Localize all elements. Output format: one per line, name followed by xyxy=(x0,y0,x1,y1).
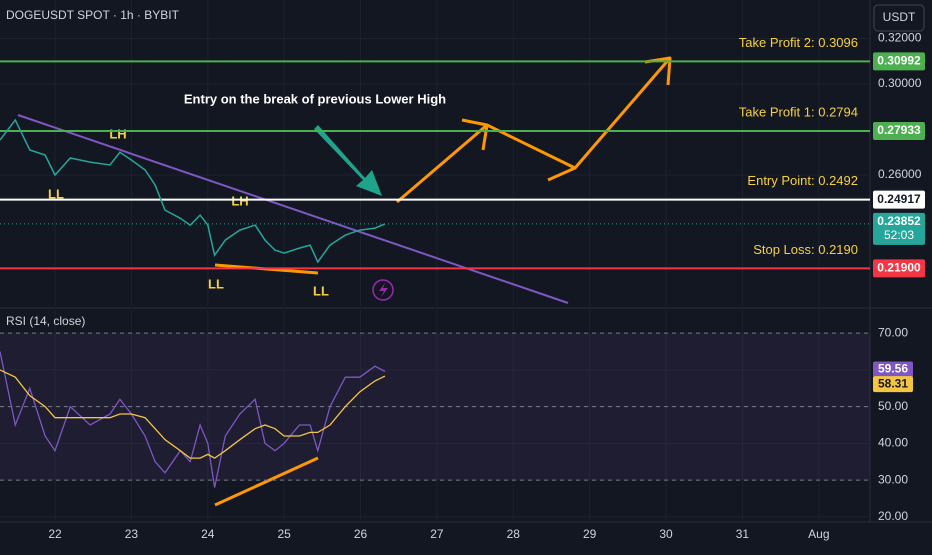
annotation: LL xyxy=(48,186,64,201)
y-tick-label: 50.00 xyxy=(878,399,908,413)
x-tick-label: 28 xyxy=(507,527,521,541)
level-text: Take Profit 1: 0.2794 xyxy=(739,104,858,119)
x-tick-label: 23 xyxy=(125,527,139,541)
level-text: Stop Loss: 0.2190 xyxy=(753,242,858,257)
trendline xyxy=(17,114,569,304)
annotation: LL xyxy=(208,276,224,291)
x-tick-label: 29 xyxy=(583,527,597,541)
last-label: 0.23852 xyxy=(877,214,921,228)
level-label: 0.24917 xyxy=(877,192,921,206)
y-tick-label: 0.26000 xyxy=(878,167,922,181)
rsi-label: 59.56 xyxy=(878,362,908,376)
timer: 52:03 xyxy=(884,228,914,242)
projection-arrow xyxy=(396,56,672,204)
annotation: LH xyxy=(231,193,248,208)
level-badge xyxy=(873,122,925,141)
y-tick-label: 40.00 xyxy=(878,436,908,450)
y-tick-label: 70.00 xyxy=(878,325,908,339)
rsi-badge xyxy=(873,376,913,393)
x-tick-label: 24 xyxy=(201,527,215,541)
x-tick-label: 25 xyxy=(277,527,291,541)
annotation: LL xyxy=(313,283,329,298)
level-text: Take Profit 2: 0.3096 xyxy=(739,35,858,50)
x-tick-label: 22 xyxy=(48,527,62,541)
last-badge xyxy=(873,212,925,245)
rsi-title: RSI (14, close) xyxy=(6,314,85,328)
x-tick-label: 31 xyxy=(736,527,750,541)
level-badge xyxy=(873,190,925,209)
rsi-badge xyxy=(873,361,913,378)
currency-button[interactable] xyxy=(873,4,925,32)
y-tick-label: 0.32000 xyxy=(878,31,922,45)
pointer-arrow xyxy=(314,125,382,196)
currency[interactable]: USDT xyxy=(883,10,916,24)
y-tick-label: 0.30000 xyxy=(878,76,922,90)
symbol: DOGEUSDT SPOT · 1h · BYBIT xyxy=(6,8,180,22)
level-badge xyxy=(873,259,925,278)
y-tick-label: 30.00 xyxy=(878,472,908,486)
level-label: 0.30992 xyxy=(877,54,921,68)
y-tick-label: 20.00 xyxy=(878,509,908,523)
price-line xyxy=(0,118,386,264)
alert-icon xyxy=(379,283,388,297)
x-tick-label: 26 xyxy=(354,527,368,541)
alert-icon[interactable] xyxy=(372,279,394,301)
rsi-label: 58.31 xyxy=(878,376,908,390)
x-tick-label: 27 xyxy=(430,527,444,541)
annotation: LH xyxy=(109,126,126,141)
divergence-line xyxy=(214,456,319,507)
level-badge xyxy=(873,52,925,71)
annotation: Entry on the break of previous Lower Hig… xyxy=(184,91,446,106)
rsi-line xyxy=(0,351,386,488)
level-label: 0.27933 xyxy=(877,123,921,137)
level-text: Entry Point: 0.2492 xyxy=(747,173,858,188)
x-tick-label: Aug xyxy=(808,527,829,541)
rsi-line xyxy=(0,369,386,459)
level-label: 0.21900 xyxy=(877,261,921,275)
x-tick-label: 30 xyxy=(659,527,673,541)
